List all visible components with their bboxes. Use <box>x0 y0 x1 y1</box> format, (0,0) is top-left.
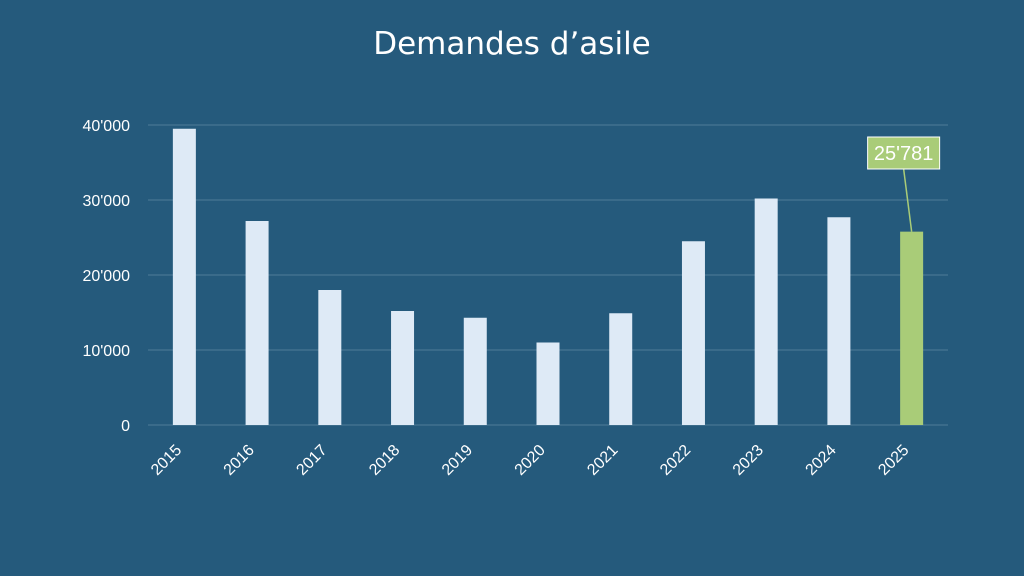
bar-2024 <box>827 217 851 425</box>
x-tick-label-2019: 2019 <box>439 442 476 479</box>
bar-2021 <box>609 313 633 425</box>
annotation-leader-line <box>902 168 913 232</box>
bar-2022 <box>681 241 705 425</box>
x-tick-label-2022: 2022 <box>657 442 694 479</box>
annotation: 25'781 <box>867 136 941 232</box>
x-tick-label-2020: 2020 <box>512 442 549 479</box>
x-tick-label-2023: 2023 <box>730 442 767 479</box>
bar-2015 <box>172 128 196 425</box>
x-axis: 2015 2016 2017 2018 2019 2020 2021 2022 2023 2024… <box>148 442 913 479</box>
y-axis: 0 10'000 20'000 30'000 40'000 <box>82 118 130 435</box>
bar-2025 <box>900 231 924 425</box>
y-tick-label: 30'000 <box>82 193 130 210</box>
bar-2023 <box>754 198 778 425</box>
y-tick-label: 40'000 <box>82 118 130 135</box>
chart-title: Demandes d’asile <box>373 26 651 62</box>
y-tick-label: 10'000 <box>82 343 130 360</box>
bar-2018 <box>391 311 415 425</box>
bar-2017 <box>318 290 342 425</box>
bar-2020 <box>536 342 560 425</box>
y-tick-label: 20'000 <box>82 268 130 285</box>
x-tick-label-2017: 2017 <box>293 442 330 479</box>
y-tick-label: 0 <box>121 418 130 435</box>
annotation-label: 25'781 <box>874 143 933 165</box>
annotation-box <box>867 136 941 170</box>
x-tick-label-2025: 2025 <box>875 442 912 479</box>
x-tick-label-2024: 2024 <box>803 442 840 479</box>
bars <box>172 128 924 425</box>
bar-2016 <box>245 221 269 425</box>
x-tick-label-2018: 2018 <box>366 442 403 479</box>
x-tick-label-2016: 2016 <box>221 442 258 479</box>
x-tick-label-2021: 2021 <box>584 442 621 479</box>
bar-2019 <box>463 317 487 425</box>
x-tick-label-2015: 2015 <box>148 442 185 479</box>
